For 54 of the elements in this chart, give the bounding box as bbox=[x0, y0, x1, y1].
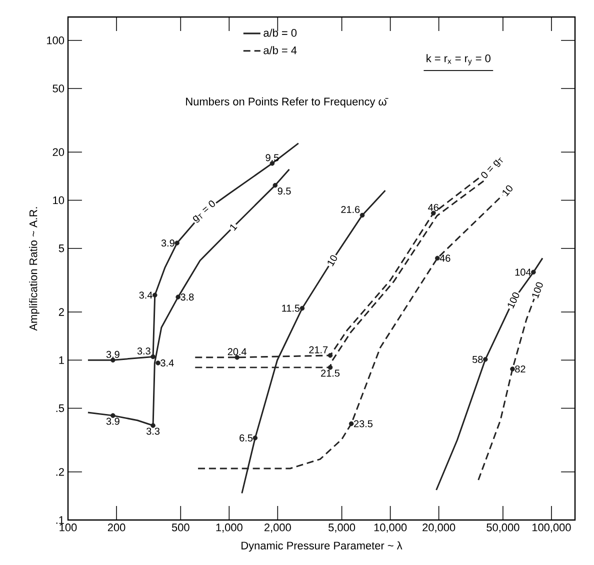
y-tick-label: 2 bbox=[58, 308, 64, 316]
annotation: 6.5 bbox=[240, 434, 253, 442]
annotation: 3.8 bbox=[180, 294, 194, 301]
annotation: 20.4 bbox=[228, 348, 246, 356]
legend-label: a/b = 4 bbox=[264, 46, 297, 54]
annotation: 21.7 bbox=[309, 346, 328, 354]
y-tick-label: 10 bbox=[53, 196, 64, 204]
x-tick-label: 10,000 bbox=[374, 524, 407, 533]
legend-label: a/b = 0 bbox=[264, 28, 297, 37]
x-tick-label: 100,000 bbox=[532, 524, 571, 533]
annotation: 3.4 bbox=[160, 359, 174, 366]
annotation: k = r$_{x}$ = r$_{y}$ = 0 bbox=[426, 54, 490, 66]
annotation: 3.3 bbox=[137, 347, 150, 355]
annotation: 10 bbox=[328, 255, 337, 266]
x-tick-label: 1,000 bbox=[216, 524, 242, 533]
annotation: 1 bbox=[230, 224, 238, 231]
y-tick-label: .2 bbox=[56, 468, 64, 476]
x-tick-label: 200 bbox=[108, 524, 126, 532]
y-tick-label: 5 bbox=[58, 244, 64, 252]
x-tick-label: 5,000 bbox=[328, 524, 356, 533]
annotation: 100 bbox=[532, 282, 543, 298]
y-axis-title: Amplification Ratio ~ A.R. bbox=[29, 207, 40, 331]
annotation: 11.5 bbox=[282, 304, 300, 312]
annotation: 104 bbox=[515, 268, 531, 276]
annotation: 23.5 bbox=[354, 420, 372, 428]
annotation: 3.9 bbox=[161, 240, 174, 247]
annotation: 3.4 bbox=[139, 292, 152, 299]
annotation: 46 bbox=[440, 254, 450, 262]
annotation: 100 bbox=[508, 292, 520, 308]
annotation: 21.5 bbox=[321, 370, 340, 377]
annotation: Numbers on Points Refer to Frequency ω̄ bbox=[186, 97, 388, 108]
x-axis-title: Dynamic Pressure Parameter ~ λ bbox=[242, 541, 402, 552]
x-tick-label: 2,000 bbox=[264, 524, 291, 533]
annotation: 3.9 bbox=[106, 350, 120, 358]
y-tick-label: 50 bbox=[52, 84, 64, 92]
annotation: 3.9 bbox=[106, 418, 120, 425]
y-tick-label: 100 bbox=[47, 36, 64, 44]
annotation: 21.6 bbox=[341, 206, 360, 214]
annotation: 58 bbox=[472, 356, 483, 363]
annotation: 46 bbox=[428, 204, 438, 211]
annotation: 9.5 bbox=[278, 188, 291, 195]
annotation: 3.3 bbox=[146, 428, 160, 435]
annotation: 82 bbox=[515, 365, 526, 373]
y-tick-label: 20 bbox=[52, 148, 64, 156]
y-tick-label: .5 bbox=[56, 404, 64, 412]
x-tick-label: 500 bbox=[172, 524, 190, 532]
y-tick-label: 1 bbox=[59, 356, 64, 364]
annotation: 10 bbox=[502, 185, 512, 196]
annotation: g$_{T}$ = 0 bbox=[193, 200, 215, 223]
y-tick-label: .1 bbox=[56, 516, 64, 524]
x-tick-label: 20,000 bbox=[422, 524, 456, 533]
x-tick-label: 50,000 bbox=[486, 524, 520, 533]
annotation: 0 = g$_{T}$ bbox=[481, 157, 503, 178]
annotation: 9.5 bbox=[266, 154, 279, 162]
